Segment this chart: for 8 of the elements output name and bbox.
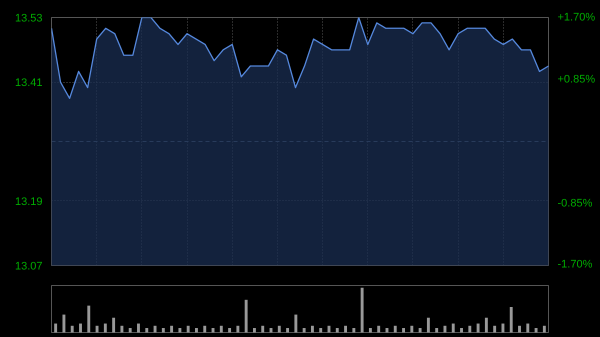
- y-tick-label: 13.19: [14, 196, 43, 208]
- y2-tick-label: -1.70%: [558, 258, 593, 270]
- y2-tick-label: +1.70%: [558, 12, 596, 24]
- y2-tick-label: -0.85%: [558, 198, 593, 210]
- y-tick-label: 13.41: [14, 77, 43, 90]
- y2-tick-label: +0.85%: [558, 74, 596, 86]
- y-tick-label: 13.53: [14, 12, 43, 24]
- y-tick-label: 13.07: [14, 260, 43, 272]
